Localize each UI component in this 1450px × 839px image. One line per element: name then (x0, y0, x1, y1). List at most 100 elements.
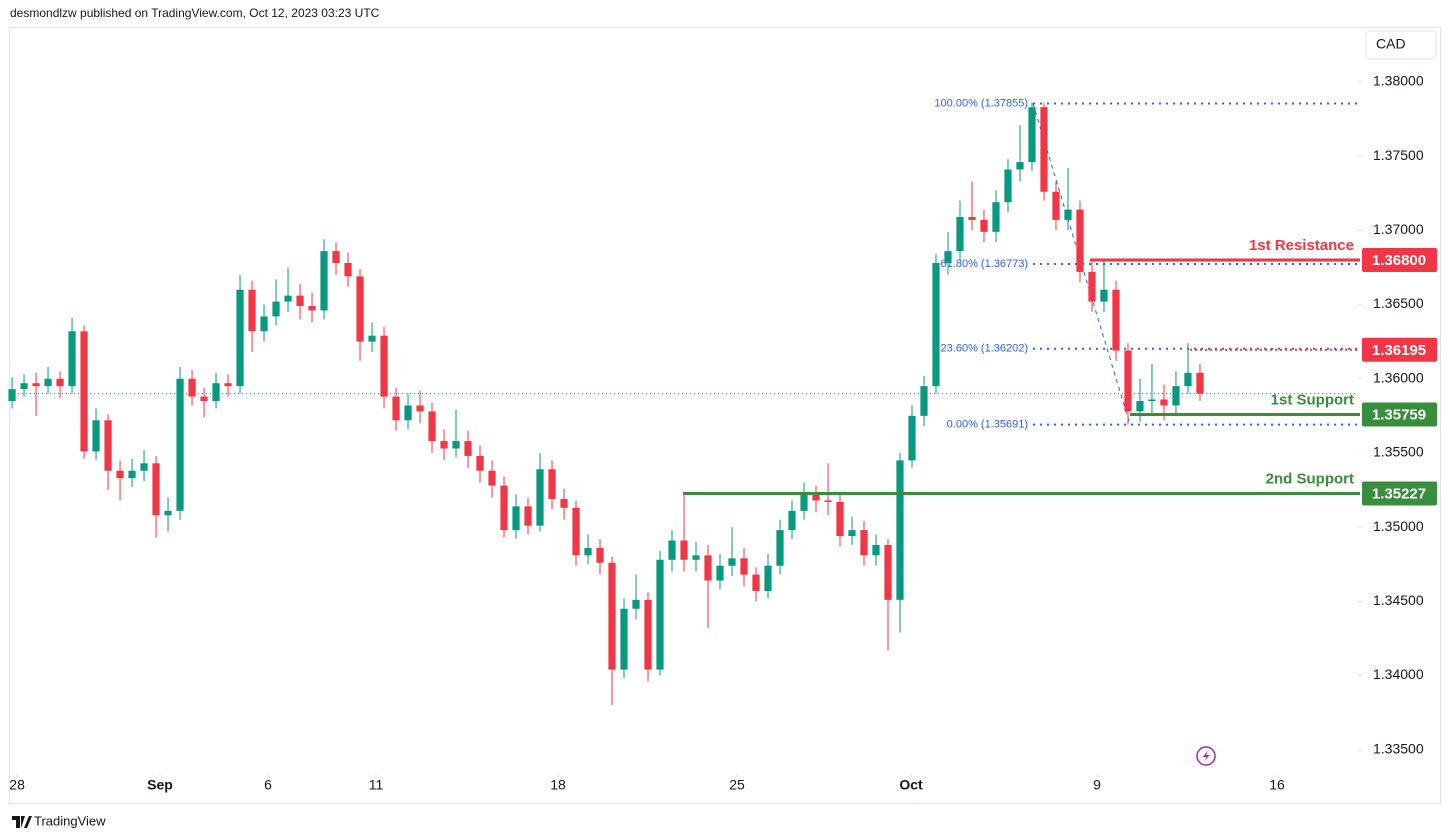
y-tick-label: 1.37000 (1373, 221, 1424, 237)
candle-body (1052, 191, 1060, 220)
candle-body (668, 540, 676, 560)
candle-body (1100, 289, 1108, 302)
candle-body (344, 262, 352, 277)
y-tick-label: 1.35000 (1373, 518, 1424, 534)
candle-body (740, 558, 748, 575)
header: desmondlzw published on TradingView.com,… (10, 6, 380, 20)
candle-body (380, 335, 388, 397)
price-label: 1.35227 (1372, 485, 1426, 502)
fib-label: 23.60% (1.36202) (941, 343, 1028, 355)
currency-button[interactable] (1365, 30, 1437, 60)
candle-body (632, 599, 640, 609)
brand-logo[interactable]: TradingView (12, 813, 106, 828)
candle-body (476, 455, 484, 471)
y-tick-label: 1.35500 (1373, 444, 1424, 460)
candle-body (584, 547, 592, 556)
candle-body (1064, 209, 1072, 220)
candle-body (992, 202, 1000, 232)
alert-icon[interactable] (1196, 746, 1216, 766)
candle-body (956, 216, 964, 252)
fib-label: 61.80% (1.36773) (941, 258, 1028, 270)
candle-body (200, 396, 208, 401)
candle-body (884, 544, 892, 600)
candle-body (932, 262, 940, 387)
candle-body (80, 331, 88, 452)
candle-body (1040, 107, 1048, 192)
y-tick-label: 1.36500 (1373, 295, 1424, 311)
candle-body (788, 510, 796, 531)
candle-body (848, 530, 856, 537)
candle-body (92, 420, 100, 452)
candle-body (692, 555, 700, 560)
candle-body (440, 441, 448, 449)
candle-body (980, 219, 988, 232)
x-tick-label: 11 (369, 777, 384, 793)
candle-body (860, 530, 868, 556)
candle-body (1160, 399, 1168, 406)
candle-body (1112, 289, 1120, 351)
candle-body (212, 383, 220, 401)
x-tick-label: 25 (729, 777, 745, 793)
candle-body (908, 415, 916, 461)
candle-body (56, 378, 64, 387)
candle-body (248, 289, 256, 332)
candle-body (548, 469, 556, 499)
candle-body (896, 460, 904, 600)
candle-body (560, 498, 568, 508)
candle-body (464, 441, 472, 456)
y-tick-label: 1.36000 (1373, 369, 1424, 385)
candle-body (704, 555, 712, 581)
candle-body (1076, 209, 1084, 272)
candle-body (776, 530, 784, 566)
brand[interactable]: TradingView (34, 813, 106, 828)
level-name: 1st Resistance (1249, 237, 1354, 254)
x-tick-label: Oct (899, 777, 923, 793)
candle-body (872, 544, 880, 556)
candle-body (452, 441, 460, 449)
candle-body (1028, 107, 1036, 163)
candle-body (764, 565, 772, 591)
candle-body (1004, 169, 1012, 203)
candle-body (1196, 372, 1204, 394)
candle-body (416, 405, 424, 412)
candle-body (392, 396, 400, 421)
y-tick-label: 1.38000 (1373, 73, 1424, 89)
candle-body (428, 411, 436, 442)
candle-body (320, 251, 328, 311)
candle-body (1148, 399, 1156, 401)
level-name: 1st Support (1271, 391, 1354, 408)
x-tick-label: 9 (1093, 777, 1101, 793)
currency[interactable]: CAD (1376, 36, 1406, 52)
candle-body (512, 506, 520, 531)
candle-body (752, 574, 760, 591)
candle-body (812, 493, 820, 501)
candle-body (164, 510, 172, 516)
candle-body (8, 389, 16, 401)
y-tick-label: 1.34000 (1373, 666, 1424, 682)
candle-body (800, 493, 808, 511)
candle-body (236, 289, 244, 387)
candle-body (824, 500, 832, 502)
candle-body (1184, 372, 1192, 387)
candle-body (680, 540, 688, 560)
price-label-box (1362, 402, 1437, 427)
candle-body (332, 251, 340, 263)
candle-body (644, 599, 652, 670)
fib-label: 0.00% (1.35691) (947, 419, 1028, 431)
x-tick-label: 28 (9, 777, 25, 793)
x-tick-label: 16 (1269, 777, 1285, 793)
candle-body (128, 470, 136, 479)
y-tick-label: 1.33500 (1373, 740, 1424, 756)
candle-body (656, 559, 664, 670)
price-label: 1.36800 (1372, 252, 1426, 269)
candle-body (572, 507, 580, 556)
candle-body (968, 216, 976, 220)
candle-body (308, 306, 316, 311)
candle-body (1124, 350, 1132, 412)
candle-body (152, 463, 160, 516)
candle-body (32, 383, 40, 387)
candle-body (920, 386, 928, 416)
candle-body (44, 378, 52, 387)
candle-body (716, 565, 724, 581)
price-label-box (1362, 248, 1437, 273)
